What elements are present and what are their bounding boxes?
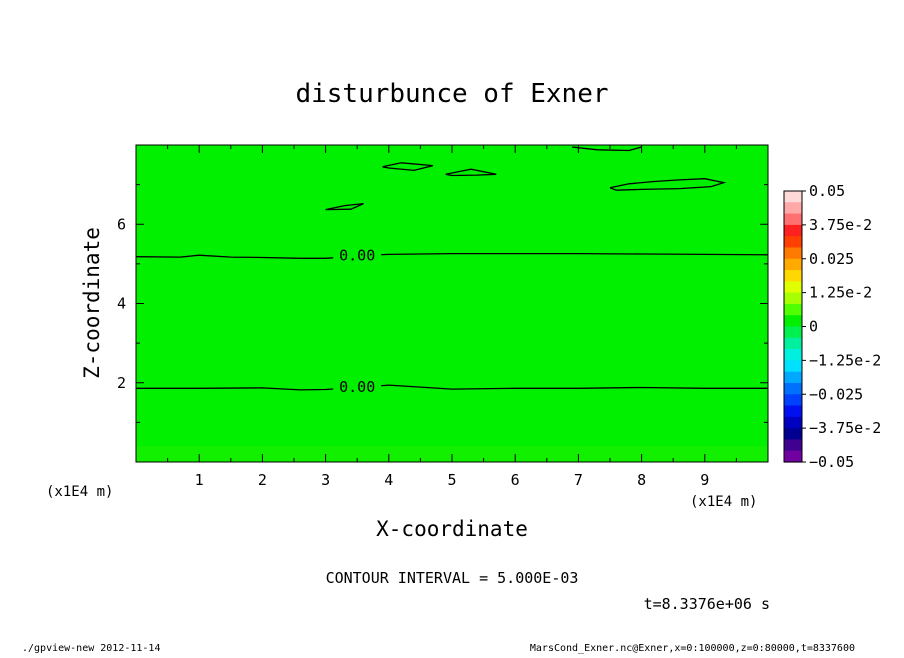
colorbar-segment <box>784 258 802 271</box>
colorbar-label: 0.05 <box>809 182 845 200</box>
x-tick-label: 1 <box>195 471 204 489</box>
plot-field <box>136 145 768 462</box>
colorbar-segment <box>784 337 802 350</box>
colorbar-label: −1.25e-2 <box>809 351 881 369</box>
colorbar-label: 0 <box>809 318 818 336</box>
x-axis-ticks: 1 2 3 4 5 6 7 8 9 <box>167 145 737 489</box>
contour-interval: CONTOUR INTERVAL = 5.000E-03 <box>326 569 579 587</box>
chart-title: disturbunce of Exner <box>295 79 608 109</box>
contour-c3 <box>325 202 364 211</box>
colorbar-segment <box>784 224 802 237</box>
y-tick-label: 2 <box>117 374 126 392</box>
time-label: t=8.3376e+06 s <box>644 595 770 613</box>
colorbar-label: −0.05 <box>809 453 854 471</box>
colorbar-segment <box>784 213 802 226</box>
colorbar-label: 0.025 <box>809 250 854 268</box>
colorbar-label: −3.75e-2 <box>809 419 881 437</box>
contour-c6 <box>609 178 727 191</box>
colorbar-label: −0.025 <box>809 385 863 403</box>
colorbar-segment <box>784 315 802 328</box>
footer-left: ./gpview-new 2012-11-14 <box>22 643 160 654</box>
colorbar-segment <box>784 326 802 339</box>
contour-c5 <box>445 168 497 177</box>
x-unit-left: (x1E4 m) <box>46 484 113 500</box>
x-tick-label: 9 <box>700 471 709 489</box>
footer-right: MarsCond_Exner.nc@Exner,x=0:100000,z=0:8… <box>530 643 855 654</box>
x-tick-label: 3 <box>321 471 330 489</box>
y-tick-label: 6 <box>117 215 126 233</box>
colorbar-labels: 0.05 3.75e-2 0.025 1.25e-2 0 −1.25e-2 −0.025 −3… <box>802 182 881 471</box>
contour-c2 <box>136 384 768 391</box>
colorbar-segment <box>784 236 802 249</box>
colorbar-segment <box>784 270 802 282</box>
colorbar-label: 3.75e-2 <box>809 216 872 234</box>
colorbar-segment <box>784 349 802 361</box>
y-axis-label: Z-coordinate <box>80 227 104 379</box>
colorbar-segment <box>784 416 802 429</box>
colorbar-segment <box>784 382 802 395</box>
x-tick-label: 7 <box>574 471 583 489</box>
contour-c7 <box>572 146 642 152</box>
x-axis-label: X-coordinate <box>376 517 528 541</box>
y-tick-label: 4 <box>117 295 126 313</box>
colorbar-segment <box>784 439 802 452</box>
contour-c4 <box>382 162 434 172</box>
colorbar-segment <box>784 394 802 407</box>
contour-label: 0.00 <box>339 378 375 396</box>
colorbar-segment <box>784 191 802 203</box>
x-tick-label: 2 <box>258 471 267 489</box>
contour-label-bg <box>333 246 382 263</box>
y-axis-ticks: 2 4 6 <box>117 184 768 423</box>
colorbar-segment <box>784 202 802 215</box>
colorbar-segment <box>784 292 802 305</box>
colorbar-segment <box>784 360 802 373</box>
contour-labels: 0.00 0.00 <box>333 246 382 396</box>
colorbar-segment <box>784 428 802 441</box>
x-unit-right: (x1E4 m) <box>690 494 757 510</box>
colorbar <box>784 191 802 463</box>
colorbar-label: 1.25e-2 <box>809 284 872 302</box>
x-tick-label: 4 <box>384 471 393 489</box>
x-tick-label: 8 <box>637 471 646 489</box>
colorbar-segment <box>784 247 802 260</box>
x-tick-label: 6 <box>511 471 520 489</box>
colorbar-segment <box>784 303 802 316</box>
colorbar-segment <box>784 371 802 384</box>
x-tick-label: 5 <box>447 471 456 489</box>
colorbar-segment <box>784 450 802 463</box>
contour-label: 0.00 <box>339 247 375 265</box>
contour-label-bg <box>333 378 382 395</box>
colorbar-segment <box>784 405 802 418</box>
colorbar-segment <box>784 281 802 294</box>
